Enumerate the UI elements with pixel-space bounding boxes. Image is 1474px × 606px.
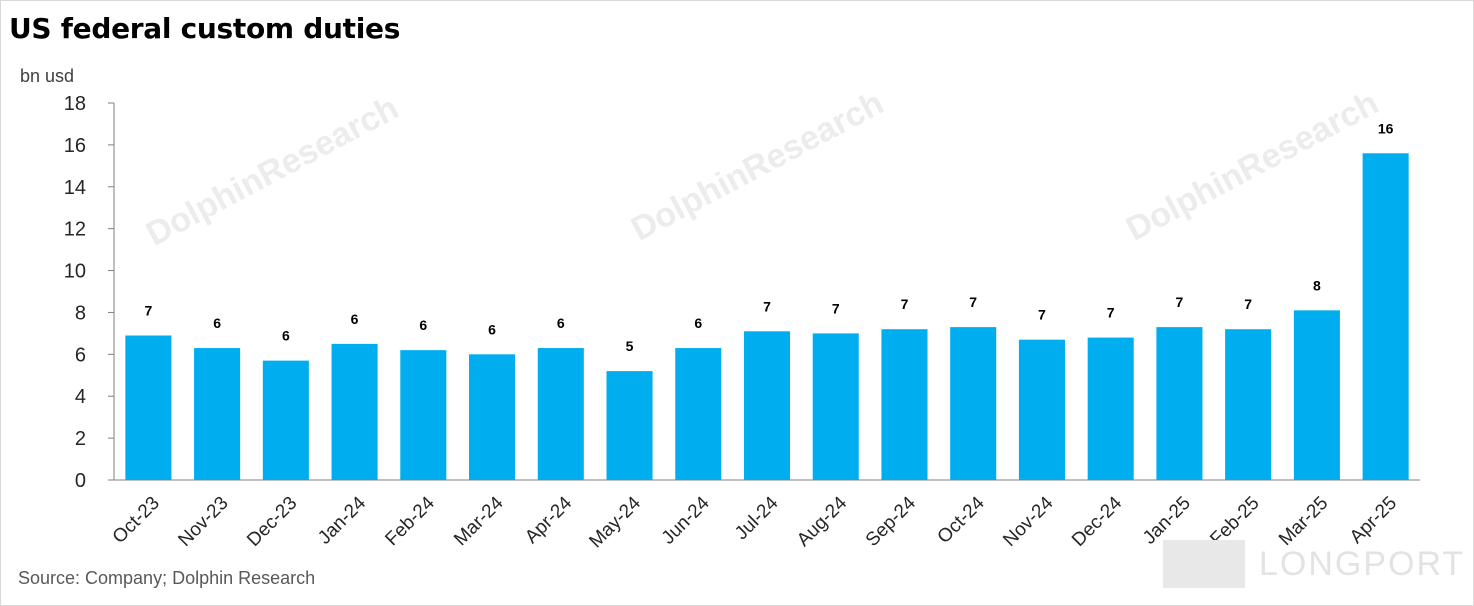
x-tick-label: Apr-24 bbox=[521, 492, 576, 547]
x-tick-label: Dec-23 bbox=[243, 493, 301, 551]
bar bbox=[1225, 329, 1272, 480]
x-tick-label: Jul-24 bbox=[731, 492, 783, 544]
bar bbox=[262, 360, 309, 480]
bar bbox=[950, 327, 997, 480]
bar bbox=[1293, 310, 1340, 480]
bar bbox=[743, 331, 791, 480]
data-label: 7 bbox=[1244, 296, 1252, 312]
x-tick-label: Jan-24 bbox=[314, 492, 370, 548]
y-tick-label: 6 bbox=[75, 344, 86, 366]
bar bbox=[675, 348, 722, 480]
data-label: 7 bbox=[969, 294, 977, 310]
x-tick-label: Nov-24 bbox=[999, 492, 1057, 550]
data-label: 6 bbox=[557, 315, 565, 331]
y-tick-label: 2 bbox=[75, 428, 86, 450]
longport-logo-mark bbox=[1163, 540, 1245, 588]
y-tick-label: 18 bbox=[64, 93, 86, 115]
x-tick-label: Nov-23 bbox=[174, 493, 232, 551]
data-label: 7 bbox=[1176, 294, 1184, 310]
data-label: 7 bbox=[1107, 305, 1115, 321]
bar bbox=[1362, 153, 1409, 480]
y-tick-label: 0 bbox=[75, 470, 86, 492]
data-label: 7 bbox=[901, 296, 909, 312]
bar bbox=[194, 348, 241, 480]
y-tick-label: 4 bbox=[75, 386, 86, 408]
y-tick-label: 10 bbox=[64, 261, 86, 283]
data-label: 6 bbox=[213, 315, 221, 331]
x-tick-label: Oct-23 bbox=[109, 493, 164, 548]
x-tick-label: Jun-24 bbox=[658, 492, 714, 548]
bar bbox=[1018, 339, 1065, 480]
bar bbox=[881, 329, 928, 480]
data-label: 6 bbox=[488, 321, 496, 337]
chart-title: US federal custom duties bbox=[9, 12, 401, 45]
bar bbox=[469, 354, 516, 480]
bar bbox=[812, 333, 859, 480]
x-tick-label: Oct-24 bbox=[934, 492, 989, 547]
y-tick-label: 14 bbox=[64, 177, 86, 199]
bar bbox=[400, 350, 447, 480]
x-tick-label: Feb-24 bbox=[381, 492, 439, 550]
data-label: 7 bbox=[763, 298, 771, 314]
y-axis-unit: bn usd bbox=[20, 66, 75, 86]
bar bbox=[125, 335, 172, 480]
data-label: 6 bbox=[351, 311, 359, 327]
data-label: 7 bbox=[832, 300, 840, 316]
y-tick-label: 12 bbox=[64, 219, 86, 241]
data-label: 7 bbox=[1038, 307, 1046, 323]
bar bbox=[1087, 337, 1134, 480]
x-tick-label: Aug-24 bbox=[793, 492, 851, 550]
longport-logo-text: LONGPORT bbox=[1259, 544, 1466, 583]
y-tick-label: 16 bbox=[64, 135, 86, 157]
data-label: 6 bbox=[282, 328, 290, 344]
bar bbox=[331, 343, 378, 480]
x-tick-label: Sep-24 bbox=[862, 492, 920, 550]
x-tick-label: Dec-24 bbox=[1068, 492, 1126, 550]
bar bbox=[606, 371, 653, 480]
data-label: 5 bbox=[626, 338, 634, 354]
x-tick-label: May-24 bbox=[585, 492, 645, 552]
source-note: Source: Company; Dolphin Research bbox=[18, 568, 316, 588]
data-label: 16 bbox=[1378, 120, 1394, 136]
bar bbox=[1156, 327, 1203, 480]
bar bbox=[537, 348, 584, 480]
data-label: 8 bbox=[1313, 277, 1321, 293]
x-tick-label: Mar-24 bbox=[450, 492, 508, 550]
y-tick-label: 8 bbox=[75, 302, 86, 324]
data-label: 6 bbox=[419, 317, 427, 333]
longport-logo: LONGPORT bbox=[1163, 540, 1465, 588]
data-label: 6 bbox=[694, 315, 702, 331]
data-label: 7 bbox=[144, 302, 152, 318]
